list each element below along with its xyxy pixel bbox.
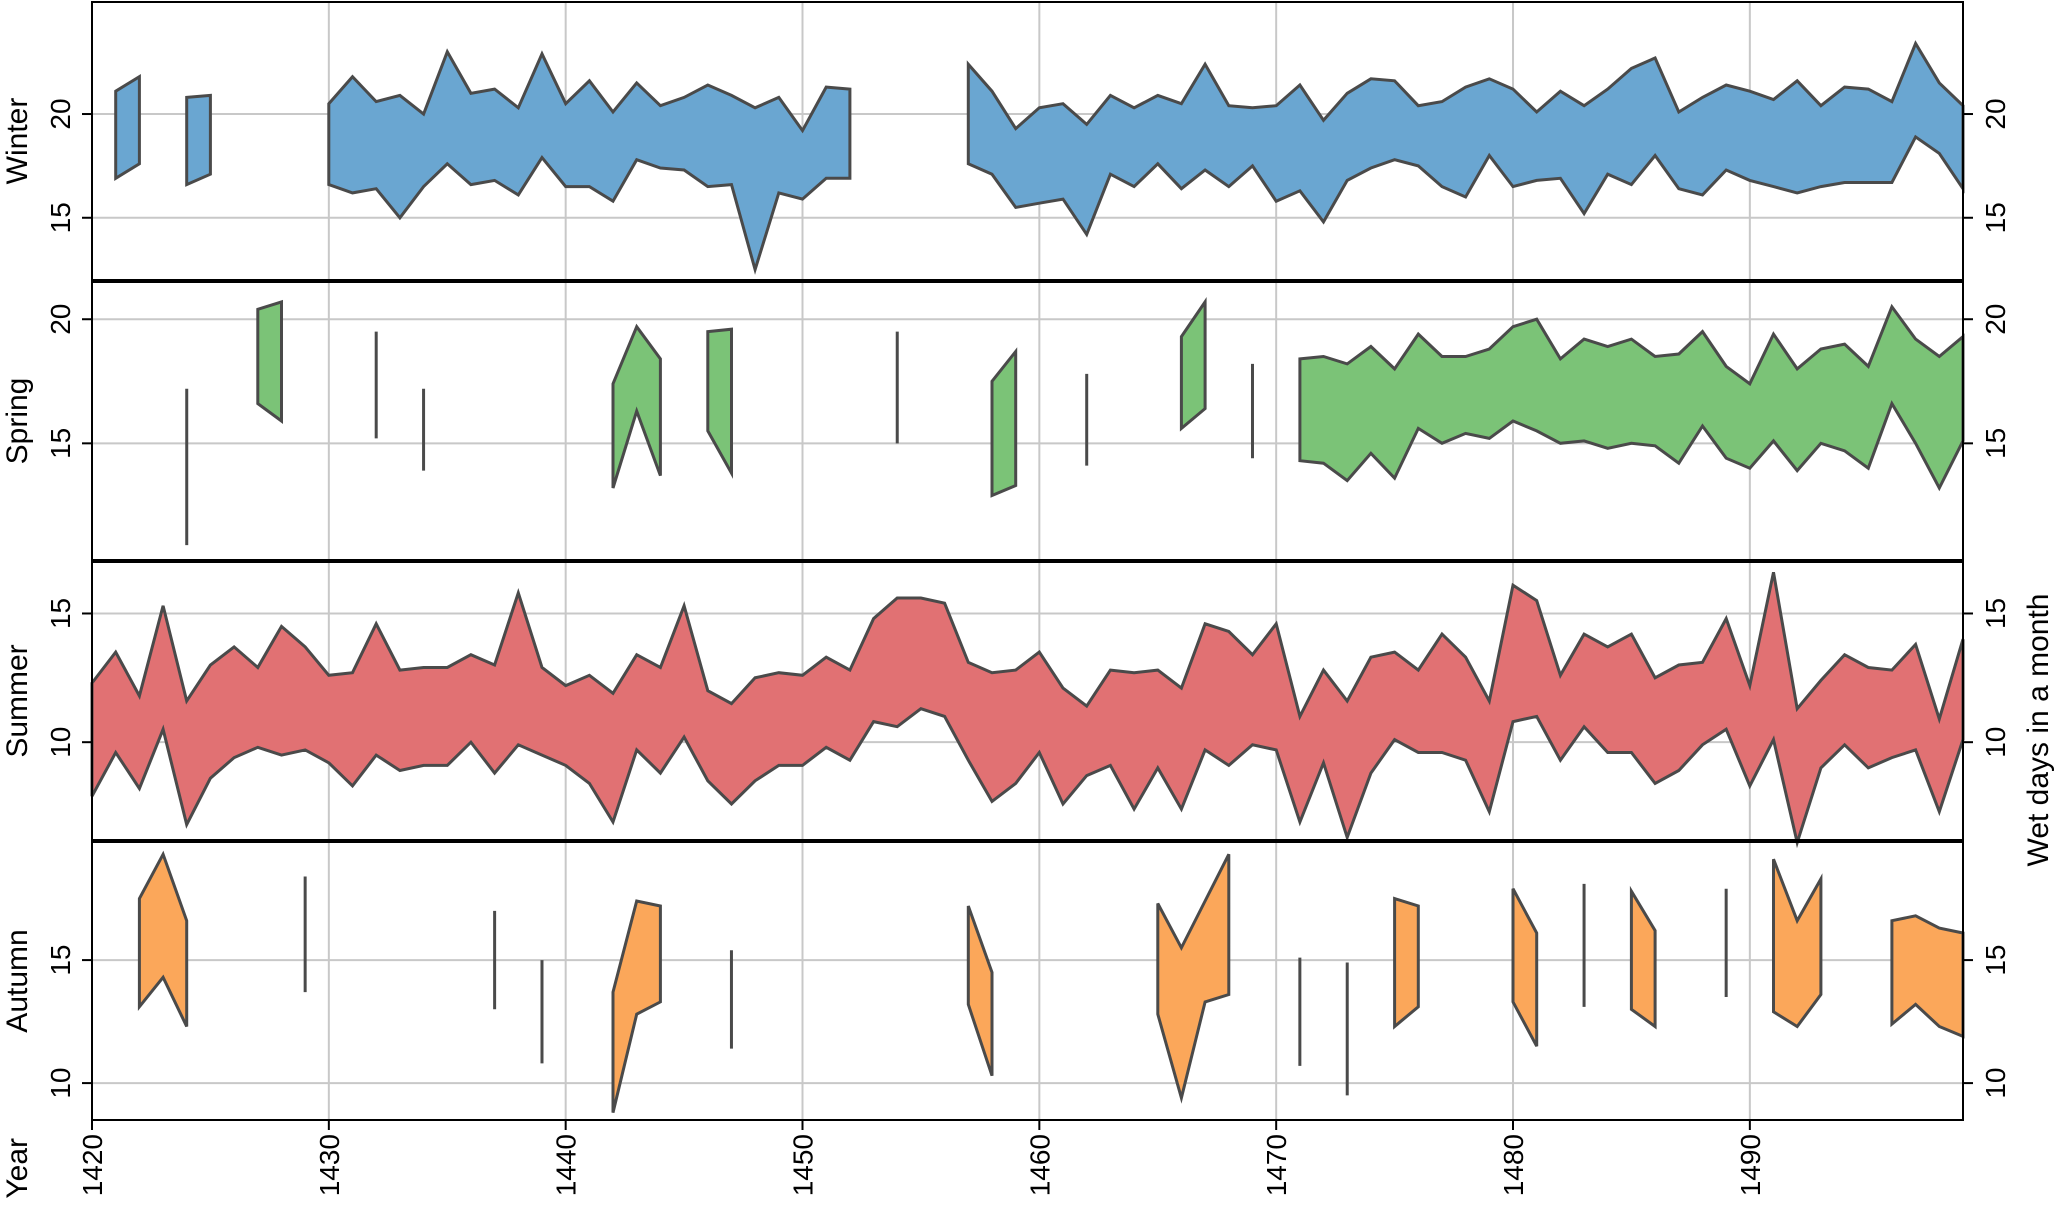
text-layer: 15 15 20 20 Winter 15 15 20 20 Spring 10 10 15 15 Summ…	[1, 98, 2011, 1197]
y-tick-label-right: 15	[1980, 598, 2011, 629]
autumn-range-area	[137, 850, 189, 1028]
autumn-range-area	[611, 899, 662, 1113]
autumn-range-area	[966, 905, 994, 1077]
x-tick-label: 1440	[551, 1134, 582, 1196]
x-tick-label: 1420	[77, 1134, 108, 1196]
summer-panel-frame	[91, 561, 1964, 841]
y-tick-label-right: 15	[1980, 428, 2011, 459]
spring-range-area	[1179, 297, 1207, 432]
y-tick-label: 20	[45, 304, 76, 335]
winter-range-area	[966, 40, 1965, 238]
y-tick-label-right: 10	[1980, 727, 2011, 758]
autumn-range-area	[1890, 914, 1965, 1039]
winter-panel-label: Winter	[1, 98, 34, 185]
spring-range-area	[706, 327, 733, 479]
autumn-range-area	[1156, 853, 1231, 1104]
y-tick-label: 15	[45, 598, 76, 629]
data-layer	[90, 40, 1965, 1113]
y-tick-label-right: 15	[1980, 945, 2011, 976]
winter-panel-frame	[91, 1, 1964, 281]
y-tick-label: 15	[45, 202, 76, 233]
y-tick-label-right: 10	[1980, 1068, 2011, 1099]
x-axis-title: Year	[1, 1138, 34, 1199]
y-tick-label: 10	[45, 727, 76, 758]
x-tick-label: 1460	[1024, 1134, 1055, 1196]
y-tick-label: 20	[45, 98, 76, 129]
x-tick-label: 1430	[314, 1134, 345, 1196]
autumn-range-area	[1629, 885, 1657, 1030]
spring-range-area	[611, 323, 662, 489]
y-tick-label: 15	[45, 945, 76, 976]
y-tick-label-right: 15	[1980, 202, 2011, 233]
autumn-range-area	[1772, 858, 1823, 1029]
winter-range-area	[327, 48, 852, 275]
autumn-panel-frame	[91, 841, 1964, 1121]
autumn-range-area	[1393, 896, 1420, 1030]
winter-range-area	[114, 74, 141, 181]
winter-range-area	[185, 93, 212, 187]
spring-range-area	[1298, 303, 1965, 492]
spring-panel-frame	[91, 281, 1964, 561]
spring-panel-label: Spring	[1, 378, 34, 465]
x-tick-label: 1450	[788, 1134, 819, 1196]
y-tick-label: 10	[45, 1068, 76, 1099]
spring-range-area	[256, 299, 283, 424]
y-tick-label-right: 20	[1980, 304, 2011, 335]
right-axis-title: Wet days in a month	[2022, 594, 2055, 867]
autumn-panel-label: Autumn	[1, 929, 34, 1032]
autumn-range-area	[1511, 887, 1539, 1047]
x-tick-label: 1470	[1261, 1134, 1292, 1196]
frame-layer	[82, 1, 1973, 1130]
y-tick-label-right: 20	[1980, 98, 2011, 129]
summer-panel-label: Summer	[1, 644, 34, 757]
spring-range-area	[990, 347, 1018, 498]
x-tick-label: 1480	[1498, 1134, 1529, 1196]
x-tick-label: 1490	[1735, 1134, 1766, 1196]
y-tick-label: 15	[45, 428, 76, 459]
